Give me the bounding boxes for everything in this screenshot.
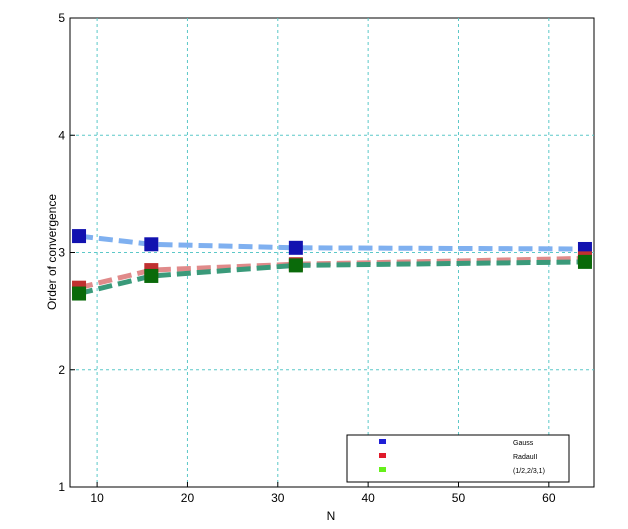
series-0-point <box>144 237 159 252</box>
series-line-2 <box>78 259 586 296</box>
series-0-point <box>288 240 303 255</box>
legend: Gauss RadauII (1/2,2/3,1) <box>346 434 570 483</box>
y-tick-label: 5 <box>58 11 65 25</box>
series-2-point <box>72 286 87 301</box>
y-tick-label: 2 <box>58 363 65 377</box>
y-axis-ticks: 1 2 3 4 5 <box>58 11 75 494</box>
series-2-point <box>144 268 159 283</box>
legend-label: Gauss <box>513 440 534 447</box>
y-tick-label: 3 <box>58 246 65 260</box>
legend-swatch <box>379 439 386 444</box>
series-lines <box>78 233 586 296</box>
legend-swatch <box>379 453 386 458</box>
x-axis-label: N <box>327 509 336 523</box>
plot-area <box>69 17 595 488</box>
x-tick-label: 20 <box>181 491 195 505</box>
grid <box>70 18 594 487</box>
series-markers <box>72 229 592 301</box>
series-0-point <box>72 229 87 244</box>
series-line-0 <box>78 233 586 252</box>
series-2-point <box>288 258 303 273</box>
legend-label: (1/2,2/3,1) <box>513 468 545 475</box>
y-tick-label: 4 <box>58 128 65 142</box>
legend-swatch <box>379 467 386 472</box>
x-tick-label: 30 <box>271 491 285 505</box>
series-2-point <box>577 254 592 269</box>
y-axis-label: Order of convergence <box>45 194 59 310</box>
x-tick-label: 40 <box>361 491 375 505</box>
x-tick-label: 50 <box>452 491 466 505</box>
legend-label: RadauII <box>513 454 538 461</box>
x-axis-ticks: 10 20 30 40 50 60 <box>90 482 556 505</box>
x-tick-label: 60 <box>542 491 556 505</box>
y-tick-label: 1 <box>58 480 65 494</box>
x-tick-label: 10 <box>90 491 104 505</box>
